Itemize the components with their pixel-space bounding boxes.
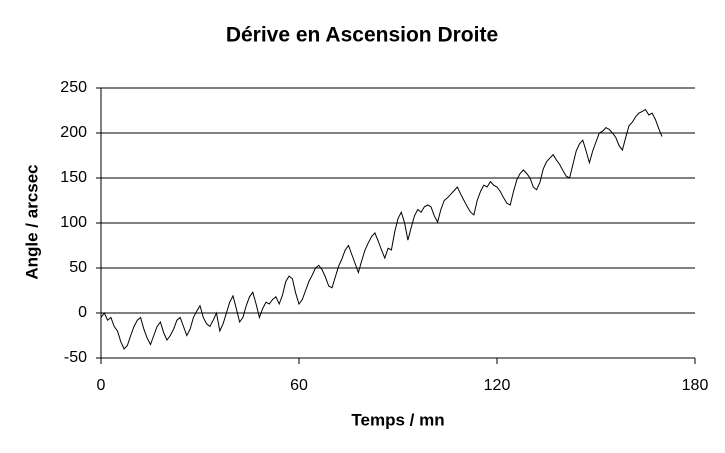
y-tick-label: 50	[69, 259, 87, 276]
y-tick-label: 250	[60, 79, 87, 96]
y-tick-label: 200	[60, 124, 87, 141]
x-tick-label: 120	[484, 377, 511, 394]
y-tick-label: 100	[60, 214, 87, 231]
data-line	[100, 108, 663, 350]
y-tick-label: 0	[78, 304, 87, 321]
y-axis-label: Angle / arcsec	[22, 164, 41, 279]
x-tick-label: 0	[97, 377, 106, 394]
y-tick-label: -50	[64, 349, 87, 366]
x-axis-label: Temps / mn	[351, 410, 444, 429]
y-tick-label: 150	[60, 169, 87, 186]
x-tick-label: 60	[290, 377, 308, 394]
x-tick-label: 180	[682, 377, 709, 394]
chart-title: Dérive en Ascension Droite	[226, 24, 498, 47]
